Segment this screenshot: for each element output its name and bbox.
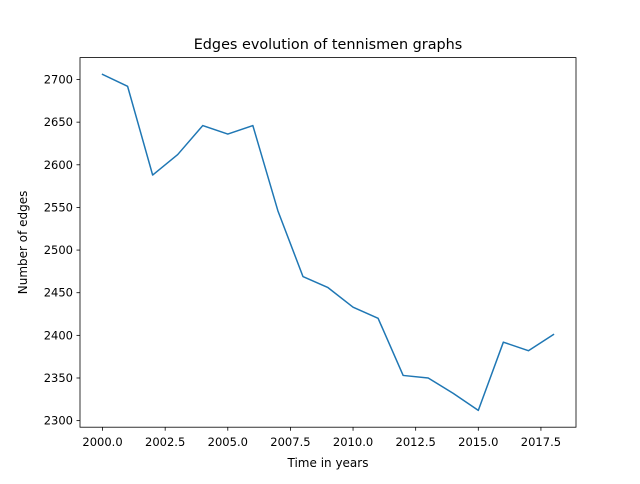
y-tick-label: 2350 [44, 371, 73, 385]
y-tick-label: 2400 [44, 328, 73, 342]
x-axis-label: Time in years [287, 456, 369, 470]
y-tick-label: 2650 [44, 115, 73, 129]
y-axis-label: Number of edges [16, 191, 30, 295]
chart-title: Edges evolution of tennismen graphs [194, 37, 463, 53]
x-tick-label: 2000.0 [82, 435, 122, 449]
x-tick-label: 2007.5 [270, 435, 310, 449]
x-tick-label: 2002.5 [145, 435, 185, 449]
y-tick-label: 2600 [44, 158, 73, 172]
plot-area-frame [79, 57, 577, 428]
y-tick-label: 2700 [44, 73, 73, 87]
x-tick-label: 2017.5 [521, 435, 561, 449]
x-axis: 2000.0 2002.5 2005.0 2007.5 2010.0 2012.5 2015… [82, 427, 561, 449]
x-tick-label: 2015.0 [458, 435, 498, 449]
y-tick-label: 2450 [44, 286, 73, 300]
series-line [101, 73, 555, 412]
y-tick-label: 2500 [44, 243, 73, 257]
y-tick-label: 2300 [44, 414, 73, 428]
x-tick-label: 2012.5 [396, 435, 436, 449]
y-tick-label: 2550 [44, 200, 73, 214]
x-tick-label: 2010.0 [333, 435, 373, 449]
y-axis: 2300 2350 2400 2450 2500 2550 2600 2650 2700 [44, 73, 80, 428]
x-tick-label: 2005.0 [208, 435, 248, 449]
